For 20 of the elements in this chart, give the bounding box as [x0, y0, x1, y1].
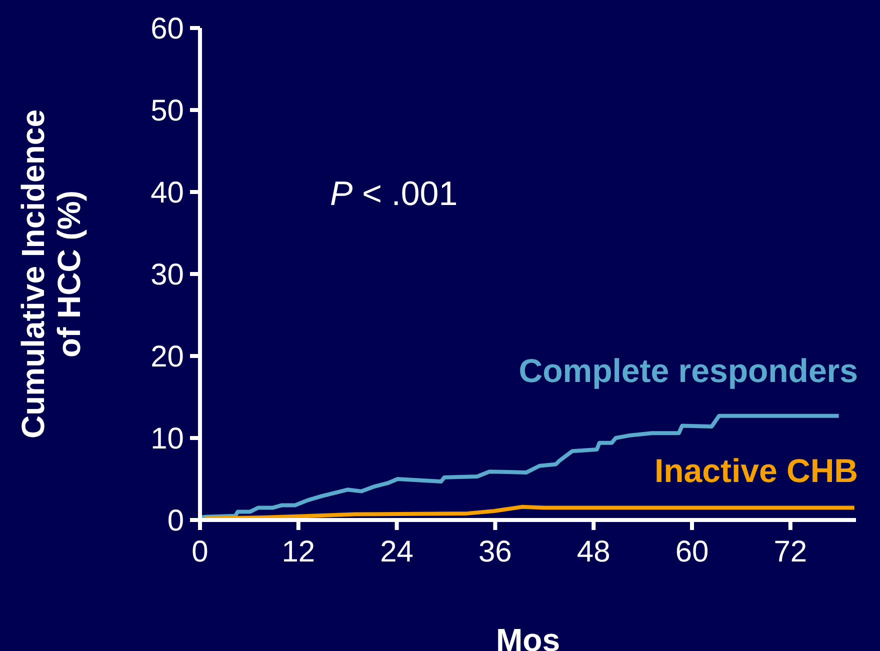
- x-tick-label: 48: [576, 535, 610, 568]
- y-axis-title: Cumulative Incidence of HCC (%): [15, 110, 87, 438]
- x-axis-title: Mos: [496, 622, 560, 651]
- series-label: Inactive CHB: [654, 452, 858, 490]
- y-tick-label: 40: [150, 176, 184, 210]
- y-tick-label: 50: [150, 94, 184, 128]
- y-tick-label: 20: [150, 340, 184, 374]
- line-series: [202, 504, 856, 520]
- x-tick-label: 0: [192, 535, 208, 568]
- series-label: Complete responders: [518, 352, 858, 390]
- x-tick-label: 36: [478, 535, 512, 568]
- x-tick-label: 24: [380, 535, 414, 568]
- y-tick-label: 30: [150, 258, 184, 292]
- x-tick-label: 12: [282, 535, 316, 568]
- x-tick-label: 60: [675, 535, 709, 568]
- x-tick-label: 72: [774, 535, 808, 568]
- y-tick-label: 0: [167, 504, 184, 538]
- annotation: P < .001: [330, 175, 458, 214]
- y-tick-label: 60: [150, 12, 184, 46]
- y-tick-label: 10: [150, 422, 184, 456]
